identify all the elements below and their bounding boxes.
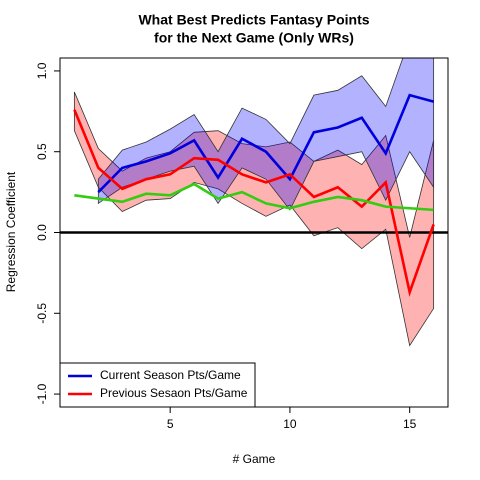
series-line xyxy=(97,93,434,194)
y-tick-label: 0.0 xyxy=(35,224,49,241)
y-tick-label: -1.0 xyxy=(35,383,49,404)
y-axis-label: Regression Coefficient xyxy=(4,171,18,292)
legend-label: Current Season Pts/Game xyxy=(100,368,241,382)
plot-area xyxy=(60,58,448,347)
x-tick-label: 10 xyxy=(283,417,297,431)
legend: Current Season Pts/Game Previous Sesaon P… xyxy=(59,362,256,408)
chart-title: for the Next Game (Only WRs) xyxy=(154,30,354,46)
x-tick-label: 15 xyxy=(403,417,417,431)
legend-label: Previous Sesaon Pts/Game xyxy=(100,386,248,400)
chart-title: What Best Predicts Fantasy Points xyxy=(138,12,369,28)
series-line xyxy=(74,182,434,212)
y-tick-label: 0.5 xyxy=(35,143,49,160)
legend-box xyxy=(59,362,256,408)
x-tick-label: 5 xyxy=(167,417,174,431)
y-tick-label: 1.0 xyxy=(35,62,49,79)
x-axis-label: # Game xyxy=(233,452,276,466)
confidence-band xyxy=(97,58,435,211)
y-tick-label: -0.5 xyxy=(35,303,49,324)
series-line xyxy=(73,109,435,298)
